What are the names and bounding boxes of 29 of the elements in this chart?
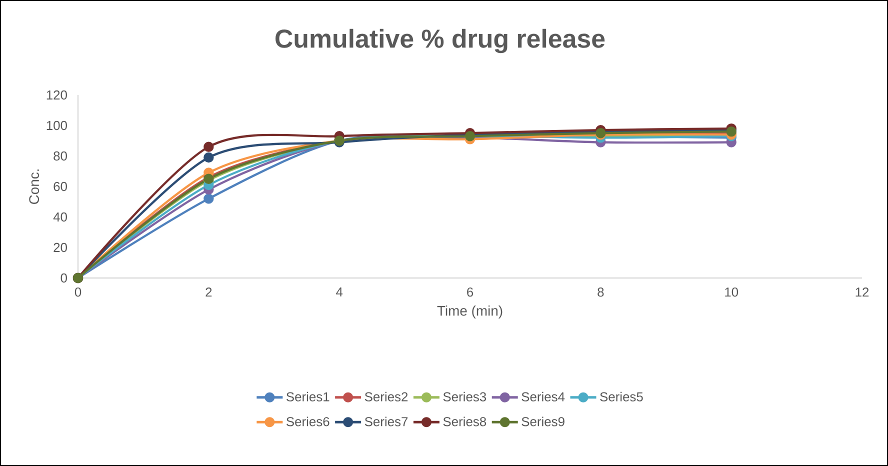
legend-label: Series2: [364, 392, 408, 402]
x-tick-label: 10: [725, 288, 738, 297]
legend-label: Series4: [522, 392, 565, 402]
point: [204, 142, 214, 152]
y-tick-label: 20: [54, 242, 67, 252]
x-tick-label: 12: [856, 288, 869, 297]
x-tick-label: 8: [598, 288, 604, 297]
x-tick-label: 0: [74, 288, 82, 297]
chart-title: Cumulative % drug release: [276, 28, 605, 54]
y-tick-label: 40: [53, 212, 67, 222]
legend-label: Series7: [364, 416, 408, 426]
x-tick-label: 6: [467, 288, 474, 297]
y-tick-label: 60: [54, 182, 67, 192]
legend-label: Series6: [286, 416, 330, 426]
y-tick-label: 0: [60, 273, 67, 283]
y-tick-label: 100: [46, 120, 67, 130]
y-tick-label: 80: [54, 151, 67, 161]
legend-label: Series5: [600, 392, 643, 402]
legend-label: Series1: [286, 392, 330, 402]
point: [204, 194, 214, 204]
y-tick-label: 120: [46, 90, 67, 100]
x-tick-label: 2: [206, 288, 212, 297]
legend-label: Series9: [522, 416, 564, 426]
x-tick-label: 4: [336, 288, 343, 296]
x-axis-title: Time (min): [437, 306, 502, 319]
legend-label: Series3: [443, 392, 486, 402]
legend-label: Series8: [443, 416, 486, 426]
point: [204, 152, 214, 163]
y-axis-title: Conc.: [29, 170, 40, 204]
